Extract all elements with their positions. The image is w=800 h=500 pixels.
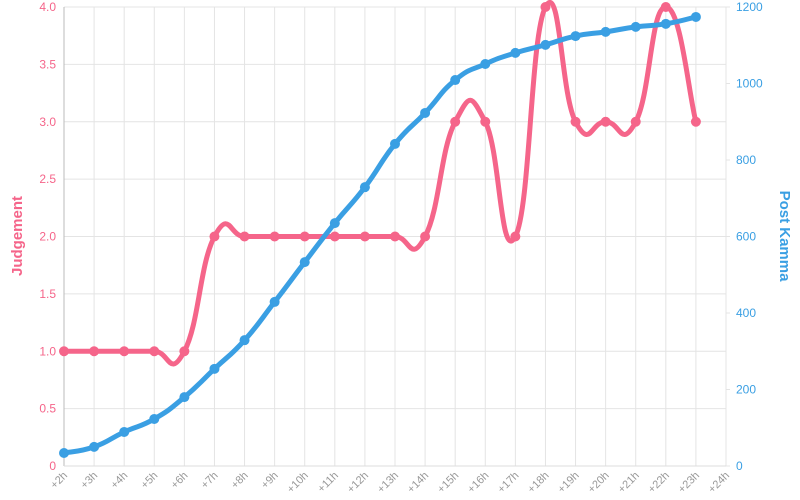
data-point [540, 2, 551, 12]
y-tick-label: 3.0 [39, 115, 56, 129]
data-point [690, 116, 701, 127]
data-point [89, 441, 100, 452]
x-tick-label: +16h [465, 470, 491, 496]
x-tick-label: +6h [169, 470, 191, 492]
y-tick-label: 1.5 [39, 287, 56, 301]
data-point [329, 231, 340, 242]
x-tick-label: +5h [139, 470, 161, 492]
data-point [570, 31, 581, 42]
y2-tick-label: 400 [736, 306, 756, 320]
data-point [179, 392, 190, 403]
x-tick-label: +12h [345, 470, 371, 496]
x-tick-label: +23h [676, 470, 702, 496]
data-point [450, 116, 461, 127]
data-point [149, 413, 160, 424]
data-point [239, 335, 250, 346]
y-tick-label: 0 [49, 459, 56, 473]
data-point [59, 447, 69, 458]
x-tick-label: +24h [706, 470, 732, 496]
data-point [269, 231, 280, 242]
data-point [570, 116, 581, 127]
data-point [179, 346, 190, 357]
data-point [119, 426, 130, 437]
x-tick-label: +4h [109, 470, 131, 492]
y2-axis-title: Post Kamma [776, 191, 793, 283]
data-point [359, 182, 370, 193]
x-tick-label: +19h [556, 470, 582, 496]
x-tick-label: +9h [259, 470, 281, 492]
series-line [61, 14, 699, 456]
data-point [119, 346, 130, 357]
x-tick-label: +17h [495, 470, 521, 496]
x-tick-label: +11h [316, 470, 341, 495]
series-line [61, 0, 699, 367]
data-point [269, 296, 280, 307]
y-tick-label: 4.0 [39, 0, 56, 14]
data-point [299, 257, 310, 268]
data-point [420, 107, 431, 118]
y-tick-label: 3.5 [39, 57, 56, 71]
y-tick-label: 2.5 [39, 172, 56, 186]
x-tick-label: +21h [616, 470, 642, 496]
x-tick-label: +7h [199, 470, 221, 492]
data-point [450, 75, 461, 86]
data-point [329, 218, 340, 229]
data-point [149, 346, 160, 357]
x-tick-label: +22h [646, 470, 672, 496]
y-tick-label: 1.0 [39, 344, 56, 358]
data-point [390, 138, 400, 149]
data-point [480, 58, 491, 69]
data-point [480, 116, 491, 127]
data-point [299, 231, 310, 242]
data-point [630, 21, 641, 32]
x-tick-label: +15h [435, 470, 461, 496]
y2-tick-label: 1200 [736, 0, 763, 14]
data-point [660, 18, 671, 29]
y2-tick-label: 800 [736, 153, 756, 167]
data-point [510, 231, 521, 242]
data-point [420, 231, 431, 242]
data-point [239, 231, 250, 242]
data-point [600, 26, 611, 37]
data-point [660, 2, 671, 12]
x-tick-label: +20h [586, 470, 612, 496]
data-point [630, 116, 641, 127]
y-axis-title: Judgement [9, 196, 26, 276]
data-point [89, 346, 100, 357]
y-tick-label: 0.5 [39, 402, 56, 416]
x-tick-label: +14h [405, 470, 431, 496]
data-point [209, 363, 220, 374]
data-point [690, 11, 701, 22]
data-point [359, 231, 370, 242]
y2-tick-label: 600 [736, 230, 756, 244]
data-point [59, 346, 69, 357]
x-tick-label: +3h [79, 470, 101, 492]
y2-tick-label: 0 [736, 459, 743, 473]
x-tick-label: +10h [285, 470, 311, 496]
x-tick-label: +13h [375, 470, 401, 496]
data-point [510, 47, 521, 58]
data-point [209, 231, 220, 242]
y2-tick-label: 200 [736, 383, 756, 397]
x-tick-label: +8h [229, 470, 251, 492]
data-point [600, 116, 611, 127]
data-point [390, 231, 400, 242]
x-tick-label: +18h [526, 470, 552, 496]
y2-tick-label: 1000 [736, 77, 763, 91]
y-tick-label: 2.0 [39, 230, 56, 244]
data-point [540, 39, 551, 50]
